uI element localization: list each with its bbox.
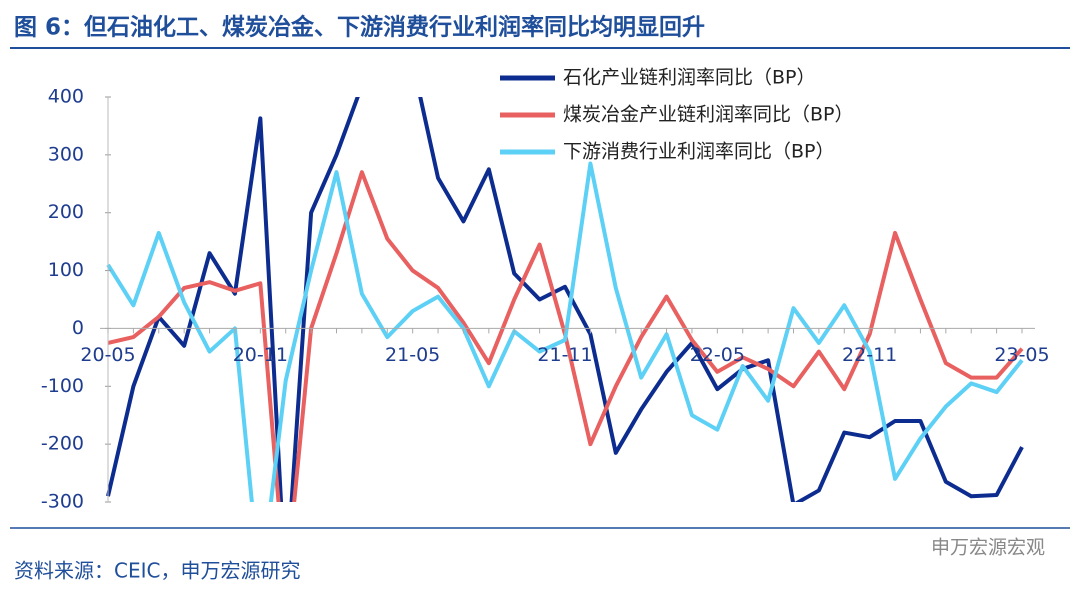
watermark: 申万宏源宏观 — [931, 537, 1045, 559]
y-tick-label: -100 — [41, 375, 84, 397]
x-tick-label: 20-11 — [233, 344, 288, 366]
y-tick-label: -200 — [41, 433, 84, 455]
legend-label: 煤炭冶金产业链利润率同比（BP） — [563, 104, 854, 126]
y-tick-label: 400 — [48, 86, 84, 108]
x-tick-label: 22-11 — [842, 344, 897, 366]
series-line — [106, 161, 1024, 502]
series-line — [106, 97, 1024, 502]
y-tick-label: 300 — [48, 143, 84, 165]
x-tick-label: 21-11 — [537, 344, 592, 366]
x-tick-label: 22-05 — [690, 344, 745, 366]
legend-label: 下游消费行业利润率同比（BP） — [563, 141, 835, 163]
y-tick-label: 200 — [48, 201, 84, 223]
x-tick-label: 23-05 — [994, 344, 1049, 366]
y-tick-label: 100 — [48, 259, 84, 281]
plot-area — [106, 97, 1024, 502]
chart-title: 图 6：但石油化工、煤炭冶金、下游消费行业利润率同比均明显回升 — [14, 14, 705, 41]
y-tick-label: 0 — [72, 317, 84, 339]
x-tick-label: 21-05 — [385, 344, 440, 366]
x-tick-label: 20-05 — [80, 344, 135, 366]
source-note: 资料来源：CEIC，申万宏源研究 — [14, 559, 300, 583]
y-tick-label: -300 — [41, 491, 84, 513]
legend-label: 石化产业链利润率同比（BP） — [563, 67, 816, 89]
